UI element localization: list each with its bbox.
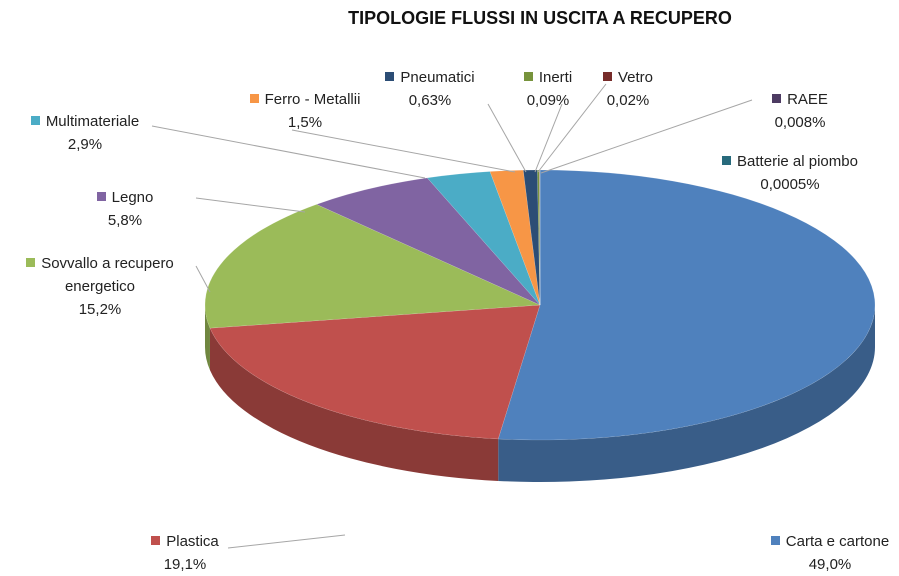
value-label: 19,1% <box>163 556 207 573</box>
slice-side <box>209 328 499 481</box>
category-label: Batterie al piombo <box>737 153 858 170</box>
legend-marker <box>772 94 782 103</box>
data-label: Vetro 0,02% <box>583 66 673 112</box>
data-label: Ferro - Metallii 1,5% <box>225 88 385 134</box>
data-label: Inerti 0,09% <box>503 66 593 112</box>
leader-line <box>195 265 211 293</box>
data-label: Batterie al piombo 0,0005% <box>705 150 875 196</box>
category-label: Inerti <box>538 69 573 86</box>
category-label: Pneumatici <box>400 69 475 86</box>
leader-line <box>227 534 346 549</box>
data-label: RAEE 0,008% <box>745 88 855 134</box>
value-label: 0,09% <box>526 92 570 109</box>
leader-line <box>537 83 607 173</box>
category-label: Legno <box>111 189 154 206</box>
legend-marker <box>151 536 161 545</box>
data-label: Multimateriale 2,9% <box>5 110 165 156</box>
label-name: Multimateriale <box>5 110 165 133</box>
legend-marker <box>523 72 533 81</box>
data-label: Legno 5,8% <box>65 186 185 232</box>
value-label: 2,9% <box>67 136 103 153</box>
category-label: RAEE <box>787 91 828 108</box>
value-label: 0,02% <box>606 92 650 109</box>
slice <box>204 204 541 329</box>
leader-line <box>487 103 527 173</box>
label-name: Inerti <box>503 66 593 89</box>
value-label: 0,008% <box>774 114 826 131</box>
category-label: Ferro - Metallii <box>264 91 361 108</box>
slice <box>426 171 541 306</box>
label-name: RAEE <box>745 88 855 111</box>
label-name: Carta e cartone <box>745 530 899 553</box>
category-label: Vetro <box>617 69 654 86</box>
leader-line <box>540 99 753 174</box>
data-label: Pneumatici 0,63% <box>375 66 485 112</box>
label-name: Vetro <box>583 66 673 89</box>
slice <box>523 169 541 306</box>
category-label: Plastica <box>166 533 219 550</box>
label-name: Plastica <box>125 530 245 553</box>
value-label: 0,0005% <box>760 176 820 193</box>
category-label: Sovvallo a recupero energetico <box>41 255 174 295</box>
label-name: Pneumatici <box>375 66 485 89</box>
legend-marker <box>770 536 780 545</box>
slice-side <box>205 305 210 371</box>
legend-marker <box>26 258 36 267</box>
value-label: 0,63% <box>408 92 452 109</box>
legend-marker <box>602 72 612 81</box>
category-label: Multimateriale <box>45 113 140 130</box>
data-label: Carta e cartone 49,0% <box>745 530 899 576</box>
label-name: Batterie al piombo <box>705 150 875 173</box>
value-label: 49,0% <box>808 556 852 573</box>
leader-line <box>151 125 426 179</box>
legend-marker <box>249 94 259 103</box>
legend-marker <box>722 156 732 165</box>
chart-title: TIPOLOGIE FLUSSI IN USCITA A RECUPERO <box>348 8 732 28</box>
label-name: Ferro - Metallii <box>225 88 385 111</box>
leader-line <box>291 129 516 173</box>
slice <box>497 169 876 441</box>
data-label: Sovvallo a recupero energetico 15,2% <box>5 252 195 321</box>
slice <box>209 304 541 440</box>
data-label: Plastica 19,1% <box>125 530 245 576</box>
leader-line <box>195 197 306 213</box>
category-label: Carta e cartone <box>785 533 890 550</box>
label-name: Sovvallo a recupero energetico <box>5 252 195 298</box>
leader-line <box>534 103 563 173</box>
legend-marker <box>96 192 106 201</box>
label-name: Legno <box>65 186 185 209</box>
legend-marker <box>385 72 395 81</box>
value-label: 1,5% <box>287 114 323 131</box>
legend-marker <box>30 116 40 125</box>
slice-side <box>498 305 875 482</box>
value-label: 15,2% <box>78 301 122 318</box>
value-label: 5,8% <box>107 212 143 229</box>
